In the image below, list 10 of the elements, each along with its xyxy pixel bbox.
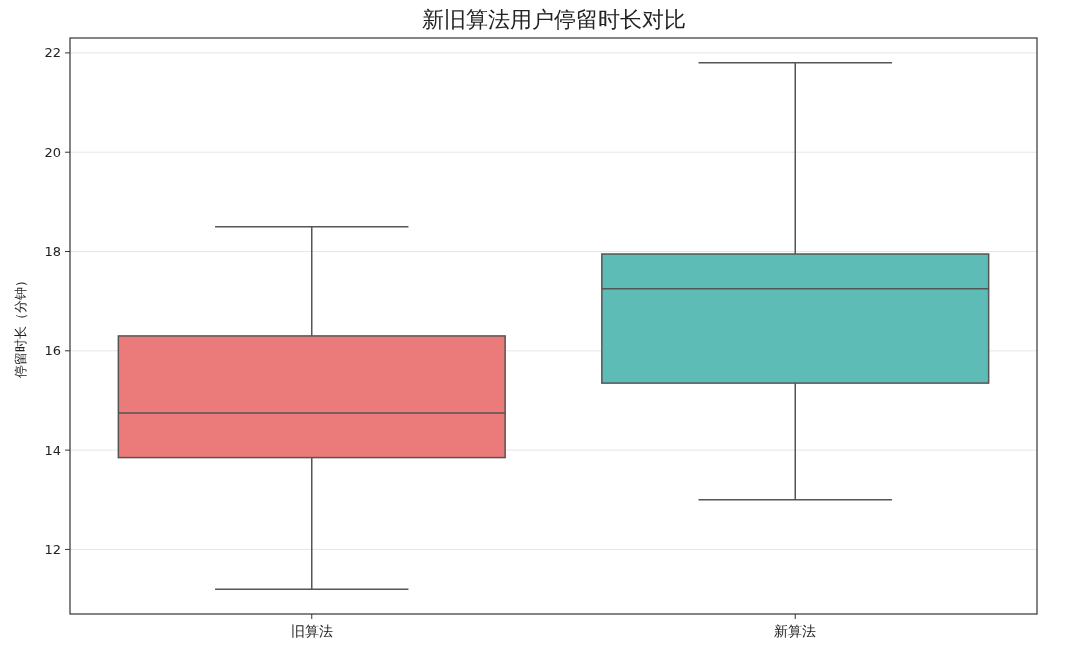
y-tick-label: 18 [44,244,61,260]
y-tick-label: 14 [44,442,61,458]
x-tick-label: 新算法 [774,623,817,639]
y-tick-label: 16 [44,343,61,359]
y-tick-label: 12 [44,541,61,557]
y-tick-label: 20 [44,144,61,160]
chart-title: 新旧算法用户停留时长对比 [421,7,686,32]
y-tick-label: 22 [44,45,61,61]
x-tick-label: 旧算法 [290,623,333,639]
y-axis-title: 停留时长（分钟） [13,274,28,378]
